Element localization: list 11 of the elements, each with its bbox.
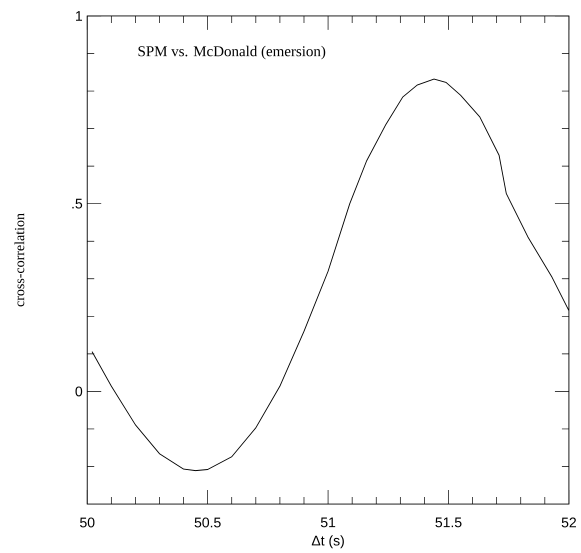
y-tick-label: 0 xyxy=(75,386,82,397)
y-tick-label: 1 xyxy=(76,11,82,21)
x-axis-title: Δt (s) xyxy=(312,535,344,548)
y-axis-title: cross-correlation xyxy=(14,213,24,307)
x-tick-label: 50.5 xyxy=(194,518,221,528)
x-tick-label: 52 xyxy=(562,518,576,528)
x-tick-label: 51 xyxy=(320,518,336,528)
y-tick-label: .5 xyxy=(72,198,82,209)
x-tick-label: 50 xyxy=(80,518,94,528)
text: SPM vs. McDonald (emersion) xyxy=(138,46,326,60)
x-tick-label: 51.5 xyxy=(435,518,462,528)
